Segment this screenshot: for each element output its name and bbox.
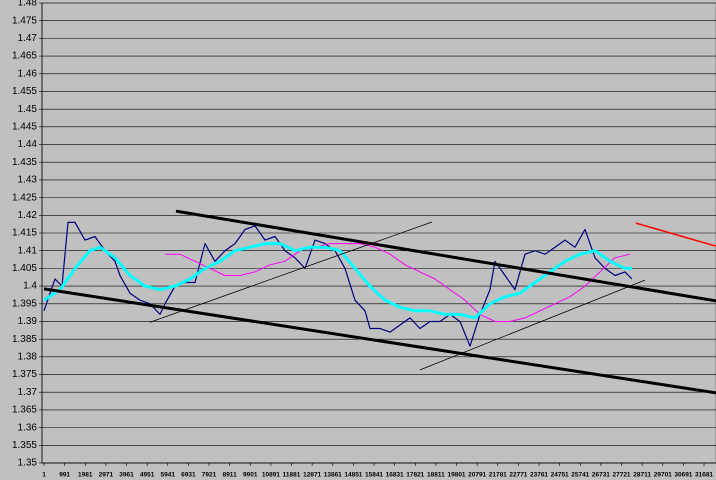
- x-tick-label: 1: [42, 472, 46, 479]
- x-tick-label: 23761: [530, 472, 548, 479]
- x-tick-label: 11881: [283, 472, 301, 479]
- y-tick-label: 1.425: [12, 192, 37, 203]
- y-tick-label: 1.365: [12, 405, 37, 416]
- x-tick-label: 25741: [571, 472, 589, 479]
- y-tick-label: 1.435: [12, 157, 37, 168]
- x-tick-label: 5941: [161, 472, 176, 479]
- x-tick-label: 26731: [592, 472, 610, 479]
- x-tick-label: 3961: [119, 472, 134, 479]
- x-tick-label: 28711: [633, 472, 651, 479]
- x-tick-label: 18811: [427, 472, 445, 479]
- series-line: [165, 243, 631, 322]
- x-tick-label: 16831: [386, 472, 404, 479]
- y-tick-label: 1.445: [12, 121, 37, 132]
- series-line: [149, 221, 433, 323]
- y-tick-label: 1.45: [18, 104, 38, 115]
- x-tick-label: 27721: [612, 472, 630, 479]
- x-tick-label: 9901: [243, 472, 258, 479]
- x-tick-label: 14851: [344, 472, 362, 479]
- x-tick-label: 10891: [262, 472, 280, 479]
- y-tick-label: 1.415: [12, 228, 37, 239]
- y-tick-label: 1.41: [18, 245, 38, 256]
- series-line: [43, 242, 632, 320]
- y-tick-label: 1.37: [18, 387, 38, 398]
- y-tick-label: 1.46: [18, 68, 38, 79]
- y-tick-label: 1.455: [12, 86, 37, 97]
- x-tick-label: 991: [59, 472, 70, 479]
- series-line: [175, 209, 716, 303]
- x-tick-label: 8911: [223, 472, 237, 479]
- x-tick-label: 19801: [447, 472, 465, 479]
- x-tick-label: 2971: [99, 472, 114, 479]
- y-tick-label: 1.39: [18, 316, 38, 327]
- y-tick-label: 1.47: [18, 33, 38, 44]
- x-tick-label: 6931: [181, 472, 196, 479]
- y-tick-label: 1.355: [12, 440, 37, 451]
- y-tick-label: 1.42: [18, 210, 38, 221]
- series-line: [43, 287, 716, 395]
- x-tick-label: 24751: [551, 472, 569, 479]
- y-tick-label: 1.36: [18, 422, 38, 433]
- x-tick-label: 15841: [365, 472, 383, 479]
- x-tick-label: 1981: [78, 472, 93, 479]
- y-tick-label: 1.38: [18, 351, 38, 362]
- x-tick-label: 20791: [468, 472, 486, 479]
- y-tick-label: 1.44: [18, 139, 38, 150]
- x-tick-label: 30691: [674, 472, 692, 479]
- series-line: [419, 279, 646, 371]
- x-tick-label: 12871: [303, 472, 321, 479]
- y-tick-label: 1.395: [12, 298, 37, 309]
- series-line: [635, 222, 716, 247]
- y-tick-label: 1.35: [18, 458, 38, 469]
- x-tick-label: 31681: [695, 472, 713, 479]
- y-tick-label: 1.405: [12, 263, 37, 274]
- x-tick-label: 21781: [489, 472, 507, 479]
- x-tick-label: 29701: [654, 472, 672, 479]
- x-tick-label: 4951: [140, 472, 155, 479]
- y-tick-label: 1.43: [18, 175, 38, 186]
- y-tick-label: 1.4: [23, 281, 37, 292]
- x-tick-label: 7921: [202, 472, 217, 479]
- y-tick-label: 1.375: [12, 369, 37, 380]
- y-tick-label: 1.465: [12, 51, 37, 62]
- y-tick-label: 1.385: [12, 334, 37, 345]
- x-tick-label: 17821: [406, 472, 424, 479]
- x-tick-label: 13861: [324, 472, 342, 479]
- y-tick-label: 1.475: [12, 15, 37, 26]
- y-tick-label: 1.48: [18, 0, 38, 9]
- x-tick-label: 22771: [509, 472, 527, 479]
